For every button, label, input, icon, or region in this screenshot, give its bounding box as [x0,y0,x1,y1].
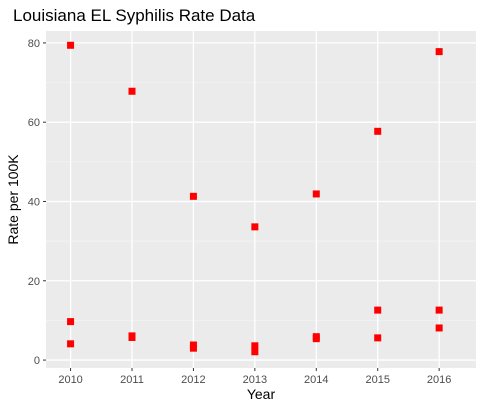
data-point [435,324,443,332]
x-tick-label: 2013 [243,374,267,386]
data-point [128,87,136,95]
data-point [67,340,75,348]
x-axis-title: Year [247,386,276,402]
y-axis-title: Rate per 100K [5,154,21,245]
data-point [312,335,320,343]
x-tick-label: 2015 [365,374,389,386]
chart-title: Louisiana EL Syphilis Rate Data [13,6,256,25]
data-points [67,41,443,356]
y-tick-label: 80 [28,38,40,50]
x-tick-label: 2012 [181,374,205,386]
x-axis: 2010 2011 2012 2013 2014 2015 2016 [58,368,451,386]
data-point [374,334,382,342]
x-tick-label: 2010 [58,374,82,386]
x-tick-label: 2016 [427,374,451,386]
plot-panel [46,31,476,368]
data-point [189,344,197,352]
data-point [251,342,259,350]
data-point [374,127,382,135]
y-axis: 0 20 40 60 80 [28,38,46,367]
data-point [251,348,259,356]
data-point [312,190,320,198]
y-tick-label: 40 [28,196,40,208]
major-grid [46,31,476,368]
data-point [189,192,197,200]
x-tick-label: 2014 [304,374,328,386]
data-point [251,223,259,231]
data-point [67,318,75,326]
x-tick-label: 2011 [120,374,144,386]
data-point [128,333,136,341]
data-point [374,306,382,314]
y-tick-label: 60 [28,117,40,129]
data-point [435,48,443,56]
y-tick-label: 20 [28,276,40,288]
y-tick-label: 0 [34,355,40,367]
data-point [67,41,75,49]
data-point [435,306,443,314]
minor-grid [46,82,476,321]
